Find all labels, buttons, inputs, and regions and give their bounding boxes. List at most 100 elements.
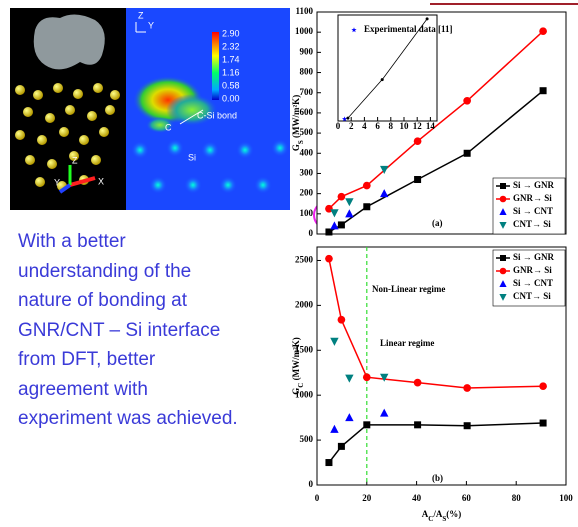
data-point [325,459,332,466]
dft-figure: Z Y X Z Y C-Si bond C Si [10,8,290,210]
data-point [414,421,421,428]
axis-label-part: (MW/m²K) [291,337,301,382]
x-tick-label: 60 [462,493,472,503]
map-axis-label: Z [138,10,144,20]
graphene-blob [34,14,105,69]
x-tick-label: 0 [336,121,341,131]
y-tick-label: 2500 [295,255,314,265]
y-tick-label: 300 [300,168,314,178]
colorbar-label: 0.00 [222,93,240,103]
y-tick-label: 0 [309,228,314,238]
legend-label: CNT→ Si [513,219,551,229]
legend-label: CNT→ Si [513,291,551,301]
annotation: Linear regime [380,338,434,348]
y-tick-label: 700 [300,87,314,97]
data-point [540,420,547,427]
legend-label: GNR→ Si [513,265,552,275]
y-tick-label: 1000 [295,26,314,36]
legend-label: Si → CNT [513,278,553,288]
bond-label: C-Si bond [197,110,237,120]
colorbar [212,32,219,100]
data-point [346,117,349,120]
legend-label: Experimental data [11] [364,24,453,34]
annotation: Non-Linear regime [372,284,445,294]
x-tick-label: 12 [413,121,423,131]
map-axis-label: Y [148,20,154,30]
y-tick-label: 0 [309,479,314,489]
y-tick-label: 500 [300,127,314,137]
axis-label: X [98,176,104,186]
data-point [464,422,471,429]
axis-label-part: G [291,388,301,395]
slide: Z Y X Z Y C-Si bond C Si 010020030040050… [0,0,578,527]
legend-marker [500,196,507,203]
y-tick-label: 200 [300,188,314,198]
legend-label: Si → CNT [513,206,553,216]
data-point [540,87,547,94]
legend-label: GNR→ Si [513,193,552,203]
data-point [338,221,345,228]
silicon-label: Si [188,152,196,162]
x-tick-label: 40 [412,493,422,503]
x-tick-label: 0 [315,493,320,503]
axis-label-part: (%) [446,509,461,519]
data-point [363,203,370,210]
carbon-label: C [165,122,172,132]
data-point [426,17,429,20]
axis-label: AC/AS(%) [422,509,461,523]
data-point [338,443,345,450]
data-point [363,182,371,190]
x-tick-label: 80 [512,493,522,503]
colorbar-label: 2.32 [222,41,240,51]
y-tick-label: 1100 [295,6,313,16]
data-point [414,137,422,145]
axis-label-part: G [291,144,301,151]
y-tick-label: 500 [300,434,314,444]
y-tick-label: 800 [300,67,314,77]
x-tick-label: 4 [362,121,367,131]
y-tick-label: 600 [300,107,314,117]
data-point [539,382,547,390]
x-tick-label: 100 [559,493,573,503]
data-point [539,27,547,35]
y-tick-label: 100 [300,208,314,218]
colorbar-label: 2.90 [222,28,240,38]
colorbar-label: 1.16 [222,67,240,77]
data-point [325,228,332,235]
axis-label-part: /A [432,509,443,519]
axis-label: GS (MW/m²K) [291,95,305,151]
x-tick-label: 14 [426,121,436,131]
annotation: (a) [432,218,443,228]
summary-text: With a better understanding of the natur… [18,227,246,434]
colorbar-label: 1.74 [222,54,240,64]
data-point [363,373,371,381]
y-tick-label: 400 [300,147,314,157]
legend-marker [500,268,507,275]
x-tick-label: 10 [400,121,410,131]
y-tick-label: 900 [300,46,314,56]
legend-marker [500,255,506,261]
data-point [464,150,471,157]
x-tick-label: 8 [389,121,394,131]
legend-label: Si → GNR [513,252,555,262]
axis-label: Z [72,155,78,165]
colorbar-label: 0.58 [222,80,240,90]
data-point [338,316,346,324]
x-tick-label: 20 [362,493,372,503]
annotation: (b) [432,473,443,483]
data-point [325,255,333,263]
data-point [363,421,370,428]
data-point [414,379,422,387]
axis-label-part: (MW/m²K) [291,95,301,140]
x-tick-label: 6 [375,121,380,131]
legend-marker [500,183,506,189]
data-point [463,384,471,392]
legend-label: Si → GNR [513,180,555,190]
x-tick-label: 2 [349,121,354,131]
axis-label: Y [54,177,60,187]
data-point [463,97,471,105]
data-point [381,78,384,81]
y-tick-label: 2000 [295,299,314,309]
data-point [338,193,346,201]
data-point [414,176,421,183]
